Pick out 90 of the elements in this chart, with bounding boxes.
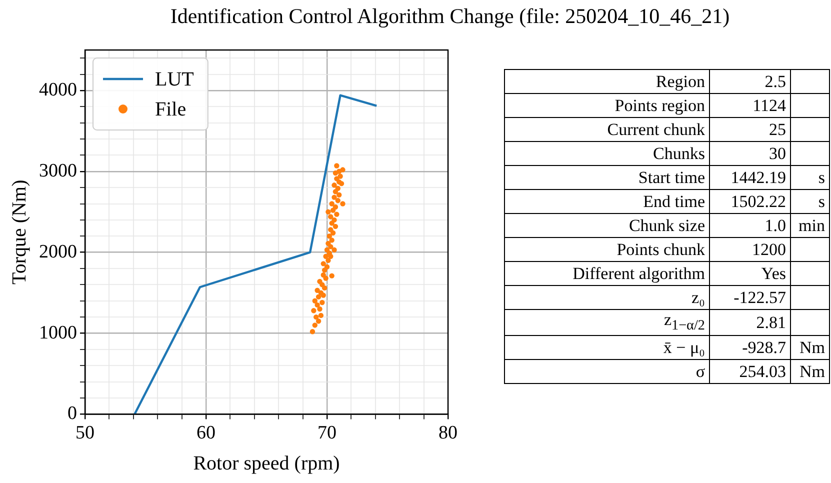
text: 2.81	[756, 312, 786, 332]
point	[332, 217, 337, 223]
text: z$_{1−α/2}$	[664, 310, 705, 334]
text: -122.57	[734, 288, 786, 306]
point	[326, 240, 331, 246]
text: Nm	[800, 362, 825, 381]
point	[314, 314, 319, 320]
x-tick-label: 70	[318, 422, 336, 444]
text: Chunks	[653, 144, 705, 162]
text: Start time	[638, 168, 705, 186]
point	[326, 209, 331, 214]
point	[340, 201, 346, 206]
text: x̄ − μ₀	[663, 338, 705, 357]
point	[312, 322, 318, 328]
point	[336, 192, 342, 198]
text: 254.03	[739, 362, 786, 381]
text: 1124	[752, 96, 786, 114]
text: Current chunk	[607, 120, 705, 138]
point	[320, 272, 326, 278]
text: Different algorithm	[572, 264, 705, 282]
x-axis-title: Rotor speed (rpm)	[193, 452, 340, 474]
y-tick-label: 1000	[39, 322, 77, 344]
point	[311, 308, 316, 314]
x-tick-label: 80	[438, 422, 458, 444]
text: 30	[769, 144, 786, 162]
text: Yes	[761, 264, 786, 282]
point	[320, 300, 325, 306]
y-tick-label: 0	[68, 403, 77, 424]
point	[338, 180, 344, 186]
point	[332, 194, 337, 200]
text: 1442.19	[730, 168, 786, 186]
text: σ	[696, 362, 705, 381]
text: -928.7	[742, 338, 786, 357]
point	[334, 176, 340, 182]
text: Nm	[800, 338, 825, 357]
point	[317, 306, 322, 312]
point	[328, 214, 334, 220]
point	[317, 278, 322, 284]
point	[335, 198, 340, 204]
text: 1.0	[764, 216, 786, 234]
point	[328, 254, 334, 259]
point	[318, 290, 324, 296]
text: Points region	[614, 96, 705, 114]
point	[329, 238, 334, 243]
text: Chunk size	[628, 216, 705, 234]
point	[323, 254, 328, 259]
point	[318, 312, 324, 318]
point	[332, 224, 338, 230]
point	[332, 247, 337, 253]
point	[312, 298, 318, 304]
text: 1200	[752, 240, 786, 258]
chart-title: Identification Control Algorithm Change (file: 250204_10_46_21)	[169, 4, 731, 29]
point	[316, 318, 322, 324]
point	[329, 201, 334, 206]
text: 1502.22	[730, 192, 786, 210]
point	[336, 168, 342, 174]
point	[329, 273, 334, 278]
y-tick-label: 4000	[39, 79, 77, 100]
point	[328, 227, 334, 232]
x-tick-label: 50	[76, 422, 94, 444]
text: 25	[769, 120, 786, 138]
point	[314, 288, 320, 293]
legend-label: LUT	[155, 68, 194, 90]
point	[310, 329, 316, 334]
legend-label: File	[155, 98, 186, 120]
text: Points chunk	[616, 240, 705, 258]
text: z₀	[692, 288, 705, 306]
text: Region	[656, 72, 705, 90]
point	[314, 302, 320, 308]
point	[326, 234, 332, 239]
point	[338, 174, 343, 179]
point	[326, 258, 331, 264]
point	[332, 204, 338, 210]
text: s	[818, 168, 825, 186]
y-axis-title: Torque (Nm)	[8, 180, 30, 284]
point	[332, 182, 337, 188]
y-tick-label: 3000	[39, 160, 77, 182]
x-tick-label: 60	[196, 422, 216, 444]
point	[320, 261, 326, 266]
y-tick-label: 2000	[39, 241, 77, 262]
text: End time	[643, 192, 705, 210]
text: 2.5	[764, 72, 786, 90]
text: min	[798, 216, 825, 234]
point	[316, 294, 322, 300]
point	[334, 212, 340, 217]
point	[334, 163, 340, 168]
point	[324, 247, 330, 253]
point	[324, 264, 330, 270]
point	[335, 186, 340, 191]
text: s	[818, 192, 825, 210]
